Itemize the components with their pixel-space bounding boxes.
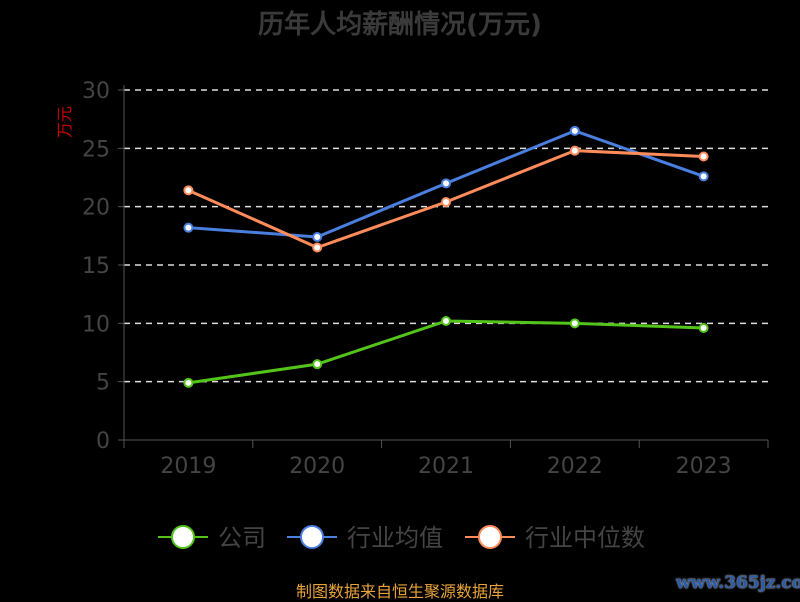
- data-point: [312, 359, 323, 370]
- x-tick-label: 2021: [418, 454, 474, 479]
- y-tick-label: 30: [82, 79, 110, 104]
- legend-label: 行业中位数: [525, 524, 645, 552]
- data-point: [698, 151, 709, 162]
- data-point: [569, 318, 580, 329]
- data-point: [698, 171, 709, 182]
- data-point: [312, 242, 323, 253]
- data-point: [569, 125, 580, 136]
- chart-title: 历年人均薪酬情况(万元): [258, 10, 542, 40]
- data-point: [183, 377, 194, 388]
- x-tick-label: 2020: [289, 454, 345, 479]
- data-point: [569, 145, 580, 156]
- y-tick-label: 5: [96, 371, 110, 396]
- y-tick-label: 15: [82, 254, 110, 279]
- data-point: [183, 185, 194, 196]
- source-note: 制图数据来自恒生聚源数据库: [295, 582, 504, 601]
- legend-label: 行业均值: [347, 524, 443, 552]
- y-axis-label: 万元: [55, 106, 74, 138]
- x-tick-label: 2022: [547, 454, 603, 479]
- y-tick-label: 0: [96, 429, 110, 454]
- data-point: [441, 197, 451, 207]
- legend-marker: [171, 525, 195, 549]
- watermark-logo: www.365jz.com: [676, 573, 800, 593]
- data-point: [441, 316, 451, 326]
- data-point: [698, 323, 709, 333]
- data-point: [312, 232, 323, 242]
- data-point: [183, 222, 194, 233]
- data-point: [441, 178, 451, 189]
- x-tick-label: 2019: [160, 454, 216, 479]
- x-tick-label: 2023: [676, 454, 732, 479]
- y-tick-label: 10: [82, 312, 110, 337]
- series-line-0: [188, 319, 704, 385]
- legend-label: 公司: [218, 524, 266, 552]
- y-tick-label: 25: [82, 137, 110, 162]
- legend-marker: [478, 525, 502, 549]
- legend-marker: [300, 525, 324, 549]
- y-tick-label: 20: [82, 196, 110, 221]
